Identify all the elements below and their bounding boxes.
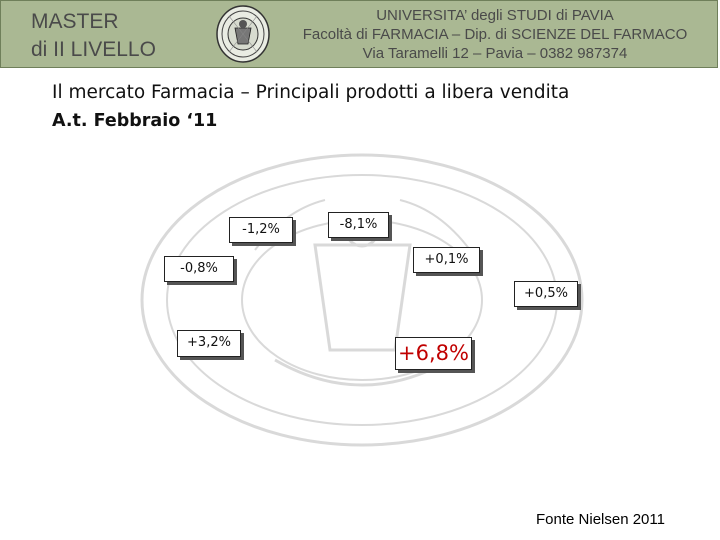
label-box-4: +0,1%: [413, 247, 480, 273]
label-box-5: +0,5%: [514, 281, 578, 307]
title-line-2: A.t. Febbraio ‘11: [52, 111, 218, 131]
slide-title: Il mercato Farmacia – Principali prodott…: [52, 79, 692, 135]
university-seal-logo: [216, 5, 270, 63]
university-info: UNIVERSITA’ degli STUDI di PAVIA Facoltà…: [279, 6, 711, 63]
master-line-2: di II LIVELLO: [31, 38, 156, 61]
label-box-1: -1,2%: [229, 217, 293, 243]
master-line-1: MASTER: [31, 10, 119, 33]
label-box-6: +3,2%: [177, 330, 241, 357]
label-box-3: -0,8%: [164, 256, 234, 282]
label-box-highlight: +6,8%: [395, 337, 472, 370]
faculty-name: Facoltà di FARMACIA – Dip. di SCIENZE DE…: [302, 26, 688, 43]
address-line: Via Taramelli 12 – Pavia – 0382 987374: [362, 45, 628, 62]
header-bar: MASTER di II LIVELLO UNIVERSITA’ degli S…: [0, 0, 718, 68]
university-name: UNIVERSITA’ degli STUDI di PAVIA: [376, 7, 614, 24]
title-line-1: Il mercato Farmacia – Principali prodott…: [52, 82, 570, 103]
source-note: Fonte Nielsen 2011: [536, 511, 665, 528]
master-title: MASTER di II LIVELLO: [31, 8, 201, 64]
label-box-2: -8,1%: [328, 212, 389, 238]
